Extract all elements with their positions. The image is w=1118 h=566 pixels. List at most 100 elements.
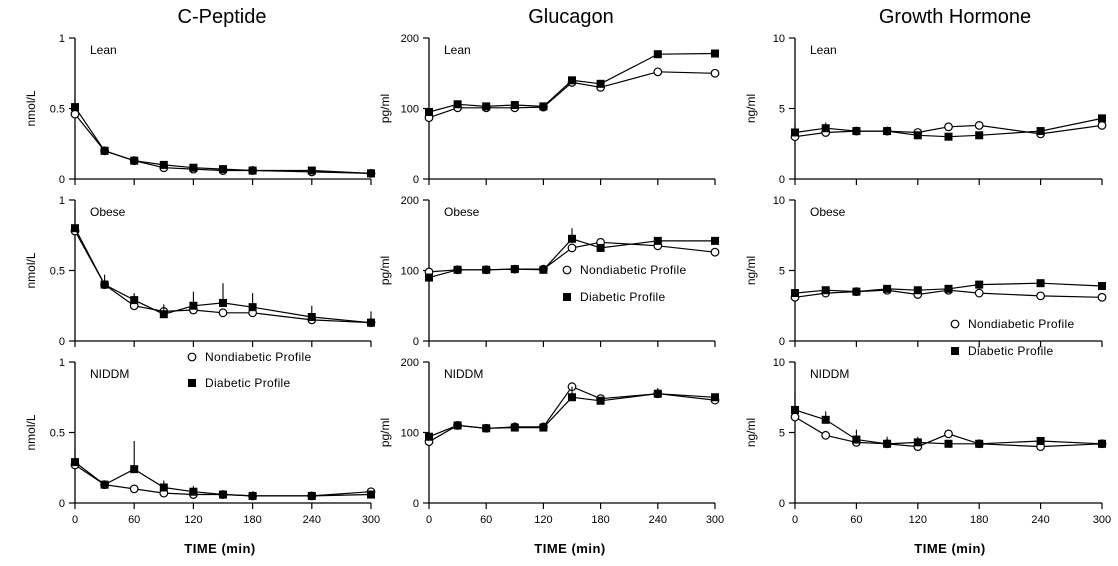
x-tick-label: 120 [534, 514, 552, 526]
data-point-diabetic [1036, 279, 1045, 288]
y-axis-label: nmol/L [24, 90, 38, 126]
x-tick-label: 120 [184, 514, 202, 526]
y-tick-label: 100 [401, 428, 419, 440]
data-point-diabetic [568, 76, 576, 85]
data-point-diabetic [944, 439, 953, 448]
legend-label-diabetic: Diabetic Profile [205, 376, 291, 390]
panel-label: NIDDM [810, 367, 849, 381]
data-point-diabetic [852, 435, 861, 444]
data-point-diabetic [71, 103, 79, 112]
legend-growth-hormone-obese: Nondiabetic Profile Diabetic Profile [950, 317, 1074, 358]
data-point-diabetic [1098, 114, 1106, 123]
y-tick-label: 1 [59, 33, 65, 45]
series-diabetic-profile [71, 208, 375, 327]
panel-label: NIDDM [444, 367, 483, 381]
data-point-diabetic [159, 483, 168, 492]
panel-growth-hormone-obese: 0 5 10 ng/ml Obese [744, 195, 1107, 348]
series-diabetic-profile [791, 279, 1106, 298]
data-point-diabetic [975, 280, 984, 289]
data-point-diabetic [653, 50, 662, 59]
data-point-diabetic [159, 310, 168, 319]
data-point-diabetic [367, 490, 375, 499]
data-point-diabetic [568, 234, 576, 243]
panel-c-peptide-niddm: 0 0.5 1 0 60 120 180 240 300 nmol/L NIDDM [24, 357, 380, 526]
data-point-nondiabetic [129, 484, 139, 494]
x-tick-label: 180 [243, 514, 261, 526]
y-tick-label: 200 [401, 33, 419, 45]
data-point-diabetic [130, 296, 139, 305]
data-point-diabetic [189, 163, 198, 172]
y-tick-label: 10 [773, 195, 785, 207]
data-point-diabetic [539, 102, 548, 111]
y-tick-label: 0 [59, 174, 65, 186]
panel-label: Obese [90, 205, 126, 219]
data-point-diabetic [100, 146, 109, 155]
data-point-diabetic [852, 127, 861, 136]
x-tick-label: 300 [362, 514, 380, 526]
data-point-diabetic [1036, 436, 1045, 445]
data-point-diabetic [248, 491, 257, 500]
data-point-diabetic [975, 131, 984, 140]
legend-label-nondiabetic: Nondiabetic Profile [580, 263, 686, 277]
panel-label: Lean [90, 43, 117, 57]
x-axis-label-c-peptide: TIME (min) [184, 541, 255, 556]
panel-label: Obese [444, 205, 480, 219]
data-point-nondiabetic [974, 121, 984, 130]
x-tick-label: 0 [426, 514, 432, 526]
y-tick-label: 0 [59, 336, 65, 348]
x-tick-label: 240 [649, 514, 667, 526]
y-tick-label: 1 [59, 195, 65, 207]
data-point-diabetic [539, 265, 548, 274]
data-point-diabetic [100, 280, 109, 289]
x-tick-label: 240 [1031, 514, 1049, 526]
data-point-diabetic [1098, 439, 1106, 448]
data-point-nondiabetic [1097, 121, 1107, 130]
y-tick-label: 200 [401, 357, 419, 369]
data-point-diabetic [1098, 282, 1106, 291]
y-tick-label: 0.5 [50, 266, 65, 278]
data-point-diabetic [248, 166, 257, 175]
data-point-diabetic [425, 273, 433, 282]
data-point-diabetic [482, 424, 491, 433]
data-point-diabetic [883, 284, 892, 293]
legend-marker-nondiabetic [187, 352, 197, 362]
x-tick-label: 120 [909, 514, 927, 526]
data-point-diabetic [821, 286, 830, 295]
data-point-nondiabetic [218, 308, 228, 318]
data-point-diabetic [425, 108, 433, 117]
data-point-nondiabetic [710, 68, 720, 78]
data-point-diabetic [883, 439, 892, 448]
y-axis-label: ng/ml [744, 94, 758, 123]
data-point-nondiabetic [974, 288, 984, 298]
panel-c-peptide-obese: 0 0.5 1 nmol/L Obese [24, 195, 376, 348]
x-tick-label: 300 [706, 514, 724, 526]
legend-marker-diabetic [951, 347, 959, 355]
y-axis-label: pg/ml [378, 418, 392, 447]
data-point-diabetic [189, 487, 198, 496]
data-point-diabetic [71, 224, 79, 233]
data-point-diabetic [883, 127, 892, 136]
data-point-diabetic [791, 405, 799, 414]
y-tick-label: 0 [413, 336, 419, 348]
legend-label-nondiabetic: Nondiabetic Profile [205, 350, 311, 364]
data-point-diabetic [975, 439, 984, 448]
data-point-diabetic [453, 421, 462, 430]
data-point-diabetic [100, 480, 109, 489]
data-point-diabetic [913, 438, 922, 447]
panel-label: Lean [444, 43, 471, 57]
data-point-diabetic [596, 79, 605, 88]
data-point-diabetic [453, 100, 462, 109]
data-point-diabetic [219, 298, 227, 307]
y-tick-label: 0 [413, 174, 419, 186]
data-point-diabetic [307, 166, 316, 175]
y-tick-label: 0 [779, 336, 785, 348]
data-point-diabetic [367, 318, 375, 327]
data-point-diabetic [1036, 127, 1045, 136]
legend-marker-nondiabetic [562, 265, 572, 275]
y-tick-label: 200 [401, 195, 419, 207]
data-point-diabetic [482, 102, 491, 111]
data-point-diabetic [307, 313, 316, 322]
y-axis-label: ng/ml [744, 256, 758, 285]
series-diabetic-profile [791, 114, 1106, 141]
legend-marker-nondiabetic [950, 319, 960, 329]
